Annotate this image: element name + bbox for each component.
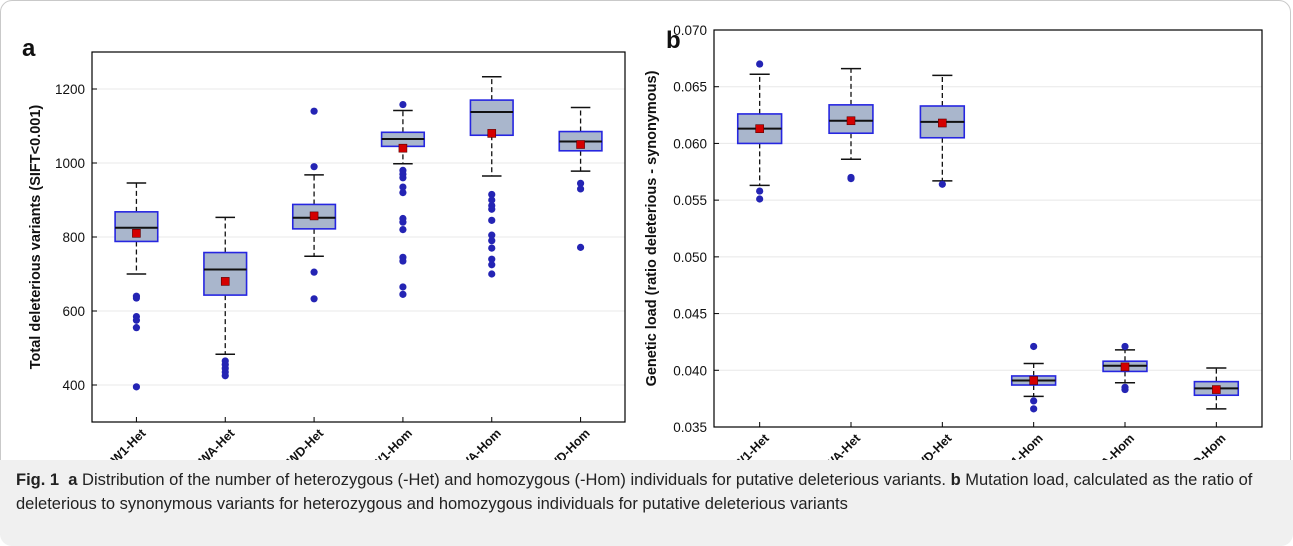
box-WA-Hom xyxy=(1102,342,1148,394)
caption-a-text: Distribution of the number of heterozygo… xyxy=(82,471,946,489)
box-WA-Het xyxy=(828,67,874,183)
outlier-point xyxy=(310,295,318,303)
outlier-point xyxy=(399,189,407,197)
y-tick-label: 0.040 xyxy=(673,363,707,378)
y-tick-label: 1200 xyxy=(55,82,85,97)
caption-b-label: b xyxy=(950,471,961,489)
outlier-point xyxy=(488,270,496,278)
outlier-point xyxy=(1030,397,1038,405)
panel-b-label: b xyxy=(666,27,681,54)
box-WD-Het xyxy=(291,107,337,303)
outlier-point xyxy=(399,257,407,265)
box-W1-Hom xyxy=(380,100,426,298)
panel-a-label: a xyxy=(22,35,36,62)
outlier-point xyxy=(132,316,141,324)
outlier-point xyxy=(576,185,585,193)
outlier-point xyxy=(488,231,496,239)
outlier-point xyxy=(488,261,496,269)
box-WA-Hom xyxy=(469,76,514,278)
plot-frame xyxy=(713,29,1263,428)
outlier-point xyxy=(756,60,764,68)
y-tick-label: 0.050 xyxy=(673,250,707,265)
box-WA-Het xyxy=(203,216,248,380)
outlier-point xyxy=(399,218,407,226)
outlier-point xyxy=(221,372,229,380)
outlier-point xyxy=(1030,405,1038,413)
mean-marker xyxy=(755,124,764,133)
outlier-point xyxy=(488,196,496,204)
box-W1-Hom xyxy=(1010,342,1057,413)
outlier-point xyxy=(756,187,764,195)
y-tick-label: 0.045 xyxy=(673,307,707,322)
box-W1-Het xyxy=(114,182,159,391)
mean-marker xyxy=(846,116,856,126)
outlier-point xyxy=(399,226,407,234)
box-W1-Het xyxy=(736,60,783,203)
mean-marker xyxy=(220,277,230,286)
outlier-point xyxy=(399,290,407,298)
outlier-point xyxy=(488,190,496,199)
box-WD-Hom xyxy=(1193,367,1240,410)
outlier-point xyxy=(399,183,407,191)
mean-marker xyxy=(132,229,141,238)
outlier-point xyxy=(576,179,585,187)
box-iqr xyxy=(203,251,248,296)
mean-marker xyxy=(309,211,319,221)
y-tick-label: 1000 xyxy=(55,156,85,171)
mean-marker xyxy=(938,118,947,128)
outlier-point xyxy=(488,205,496,213)
outlier-point xyxy=(756,195,764,203)
outlier-point xyxy=(399,174,407,182)
caption-background xyxy=(0,460,1293,546)
panel-b-chart: 0.035 0.040 0.045 0.050 0.055 0.060 0.065 0.070… xyxy=(644,23,1263,478)
outlier-point xyxy=(847,174,855,183)
outlier-point xyxy=(488,255,496,263)
outlier-point xyxy=(488,237,496,245)
outlier-point xyxy=(310,268,318,276)
caption-a-label: a xyxy=(68,471,78,489)
y-tick-label: 0.060 xyxy=(673,136,707,151)
outlier-point xyxy=(310,163,318,171)
caption-fig-label: Fig. 1 xyxy=(16,471,60,489)
outlier-point xyxy=(488,244,496,252)
mean-marker xyxy=(487,129,497,138)
y-tick-label: 800 xyxy=(62,230,85,245)
box-WD-Het xyxy=(919,74,966,188)
y-axis-label: Total deleterious variants (SIFT<0.001) xyxy=(28,105,44,370)
y-tick-label: 0.065 xyxy=(673,80,707,95)
box-iqr xyxy=(291,203,337,230)
y-tick-label: 0.035 xyxy=(673,420,707,435)
box-WD-Hom xyxy=(558,106,603,251)
outlier-point xyxy=(1121,385,1129,394)
outlier-point xyxy=(938,180,946,188)
mean-marker xyxy=(398,143,408,153)
outlier-point xyxy=(132,324,141,332)
y-axis-label: Genetic load (ratio deleterious - synony… xyxy=(644,70,660,386)
caption-b-text: Mutation load, calculated as the ratio o… xyxy=(16,471,1253,513)
y-tick-label: 600 xyxy=(62,304,85,319)
mean-marker xyxy=(1120,362,1130,372)
outlier-point xyxy=(399,283,407,291)
outlier-point xyxy=(576,243,585,251)
mean-marker xyxy=(1029,376,1038,385)
outlier-point xyxy=(399,100,407,109)
outlier-point xyxy=(132,383,141,391)
y-tick-label: 0.070 xyxy=(673,23,707,38)
outlier-point xyxy=(310,107,318,115)
outlier-point xyxy=(488,216,496,224)
y-tick-label: 400 xyxy=(62,378,85,393)
mean-marker xyxy=(1212,385,1221,394)
outlier-point xyxy=(1030,342,1038,351)
figure-caption: Fig. 1 a Distribution of the number of h… xyxy=(16,468,1278,516)
mean-marker xyxy=(576,140,585,149)
plot-frame xyxy=(91,51,626,423)
y-tick-label: 0.055 xyxy=(673,193,707,208)
outlier-point xyxy=(132,292,141,300)
outlier-point xyxy=(1121,342,1129,351)
